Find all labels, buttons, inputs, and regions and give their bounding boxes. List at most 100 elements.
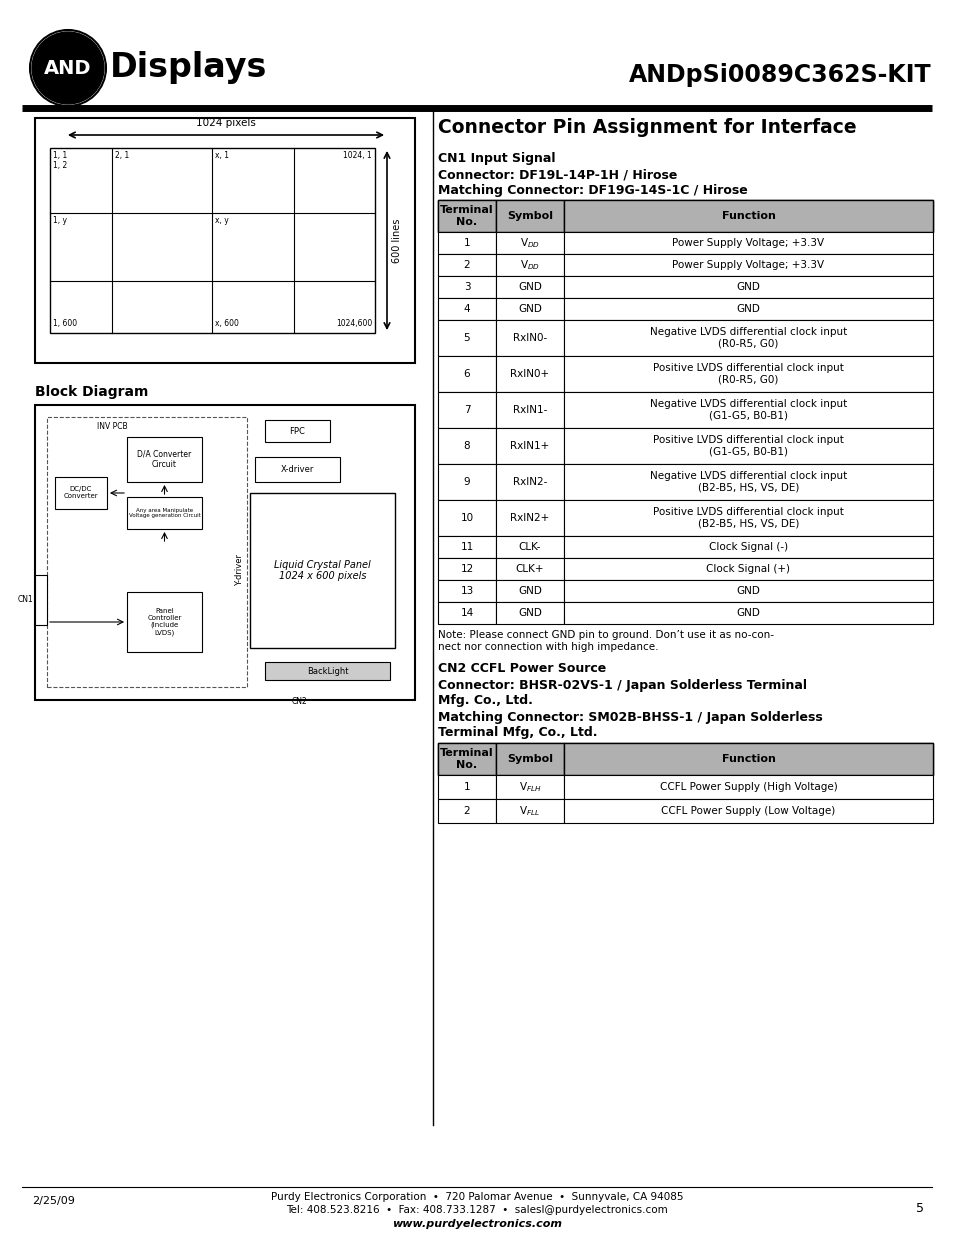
Bar: [563, 254, 932, 275]
Bar: [265, 662, 390, 680]
Bar: [437, 391, 496, 429]
Bar: [127, 592, 202, 652]
Text: Y-driver: Y-driver: [235, 555, 244, 587]
Text: Matching Connector: SM02B-BHSS-1 / Japan Solderless: Matching Connector: SM02B-BHSS-1 / Japan…: [437, 711, 821, 724]
Text: Symbol: Symbol: [506, 211, 553, 221]
Bar: [563, 391, 932, 429]
Text: www.purdyelectronics.com: www.purdyelectronics.com: [392, 1219, 561, 1229]
Text: GND: GND: [517, 282, 541, 291]
Text: 13: 13: [460, 585, 473, 597]
Text: Connector: BHSR-02VS-1 / Japan Solderless Terminal: Connector: BHSR-02VS-1 / Japan Solderles…: [437, 679, 806, 692]
Text: Positive LVDS differential clock input
(R0-R5, G0): Positive LVDS differential clock input (…: [653, 363, 843, 385]
Bar: [563, 558, 932, 580]
Text: CN2 CCFL Power Source: CN2 CCFL Power Source: [437, 662, 605, 676]
Text: V$_{DD}$: V$_{DD}$: [519, 236, 539, 249]
Bar: [437, 356, 496, 391]
Bar: [437, 200, 496, 232]
Bar: [437, 429, 496, 464]
Bar: [563, 743, 932, 776]
Text: 5: 5: [915, 1203, 923, 1215]
Bar: [437, 558, 496, 580]
Text: Panel
Controller
(Include
LVDS): Panel Controller (Include LVDS): [147, 608, 181, 636]
Text: CCFL Power Supply (Low Voltage): CCFL Power Supply (Low Voltage): [660, 806, 835, 816]
Bar: [563, 601, 932, 624]
Text: Connector Pin Assignment for Interface: Connector Pin Assignment for Interface: [437, 119, 856, 137]
Text: Terminal
No.: Terminal No.: [439, 205, 494, 227]
Text: Clock Signal (+): Clock Signal (+): [706, 564, 790, 574]
Text: CN2: CN2: [292, 697, 308, 706]
Bar: [250, 493, 395, 648]
Bar: [496, 391, 563, 429]
Bar: [496, 200, 563, 232]
Text: Purdy Electronics Corporation  •  720 Palomar Avenue  •  Sunnyvale, CA 94085: Purdy Electronics Corporation • 720 Palo…: [271, 1192, 682, 1202]
Text: Connector: DF19L-14P-1H / Hirose: Connector: DF19L-14P-1H / Hirose: [437, 168, 677, 182]
Text: x, 1: x, 1: [215, 151, 230, 161]
Text: ANDpSi0089C362S-KIT: ANDpSi0089C362S-KIT: [629, 63, 931, 86]
Bar: [563, 776, 932, 799]
Text: Liquid Crystal Panel
1024 x 600 pixels: Liquid Crystal Panel 1024 x 600 pixels: [274, 559, 371, 582]
Bar: [437, 580, 496, 601]
Text: GND: GND: [736, 282, 760, 291]
Bar: [496, 799, 563, 823]
Text: 1, 2: 1, 2: [53, 161, 67, 170]
Text: CLK-: CLK-: [518, 542, 540, 552]
Bar: [437, 200, 932, 232]
Text: CCFL Power Supply (High Voltage): CCFL Power Supply (High Voltage): [659, 782, 837, 792]
Text: Negative LVDS differential clock input
(G1-G5, B0-B1): Negative LVDS differential clock input (…: [649, 399, 846, 421]
Bar: [437, 776, 496, 799]
Text: 11: 11: [460, 542, 473, 552]
Text: Symbol: Symbol: [506, 755, 553, 764]
Bar: [437, 320, 496, 356]
Bar: [437, 254, 496, 275]
Text: AND: AND: [44, 58, 91, 78]
Bar: [496, 464, 563, 500]
Text: Terminal Mfg, Co., Ltd.: Terminal Mfg, Co., Ltd.: [437, 726, 597, 739]
Text: Displays: Displays: [110, 52, 267, 84]
Bar: [563, 232, 932, 254]
Bar: [496, 601, 563, 624]
Bar: [437, 601, 496, 624]
Text: 2/25/09: 2/25/09: [32, 1195, 74, 1207]
Text: 3: 3: [463, 282, 470, 291]
Text: RxIN0-: RxIN0-: [513, 333, 547, 343]
Text: 1: 1: [463, 238, 470, 248]
Bar: [35, 119, 415, 363]
Bar: [437, 743, 932, 776]
Text: 14: 14: [460, 608, 473, 618]
Bar: [496, 429, 563, 464]
Text: 7: 7: [463, 405, 470, 415]
Bar: [127, 496, 202, 529]
Bar: [437, 536, 496, 558]
Text: 1024 pixels: 1024 pixels: [196, 119, 255, 128]
Bar: [496, 275, 563, 298]
Text: GND: GND: [736, 608, 760, 618]
Text: 5: 5: [463, 333, 470, 343]
Text: DC/DC
Converter: DC/DC Converter: [64, 487, 98, 499]
Bar: [437, 298, 496, 320]
Text: Function: Function: [720, 211, 775, 221]
Text: Positive LVDS differential clock input
(G1-G5, B0-B1): Positive LVDS differential clock input (…: [653, 435, 843, 457]
Text: 9: 9: [463, 477, 470, 487]
Bar: [35, 576, 47, 625]
Text: FPC: FPC: [290, 426, 305, 436]
Text: 1024, 1: 1024, 1: [343, 151, 372, 161]
Text: RxIN1-: RxIN1-: [513, 405, 547, 415]
Bar: [437, 799, 496, 823]
Bar: [563, 275, 932, 298]
Text: 1024,600: 1024,600: [335, 319, 372, 329]
Text: Block Diagram: Block Diagram: [35, 385, 149, 399]
Bar: [496, 298, 563, 320]
Text: Power Supply Voltage; +3.3V: Power Supply Voltage; +3.3V: [672, 238, 823, 248]
Text: Function: Function: [720, 755, 775, 764]
Bar: [496, 254, 563, 275]
Bar: [496, 580, 563, 601]
Bar: [496, 356, 563, 391]
Bar: [50, 148, 375, 333]
Text: V$_{FLH}$: V$_{FLH}$: [518, 781, 540, 794]
Text: 600 lines: 600 lines: [392, 219, 401, 263]
Text: Any area Manipulate
Voltage generation Circuit: Any area Manipulate Voltage generation C…: [129, 508, 200, 519]
Text: 2: 2: [463, 806, 470, 816]
Text: RxIN2-: RxIN2-: [513, 477, 547, 487]
Text: CN1 Input Signal: CN1 Input Signal: [437, 152, 555, 165]
Text: 6: 6: [463, 369, 470, 379]
